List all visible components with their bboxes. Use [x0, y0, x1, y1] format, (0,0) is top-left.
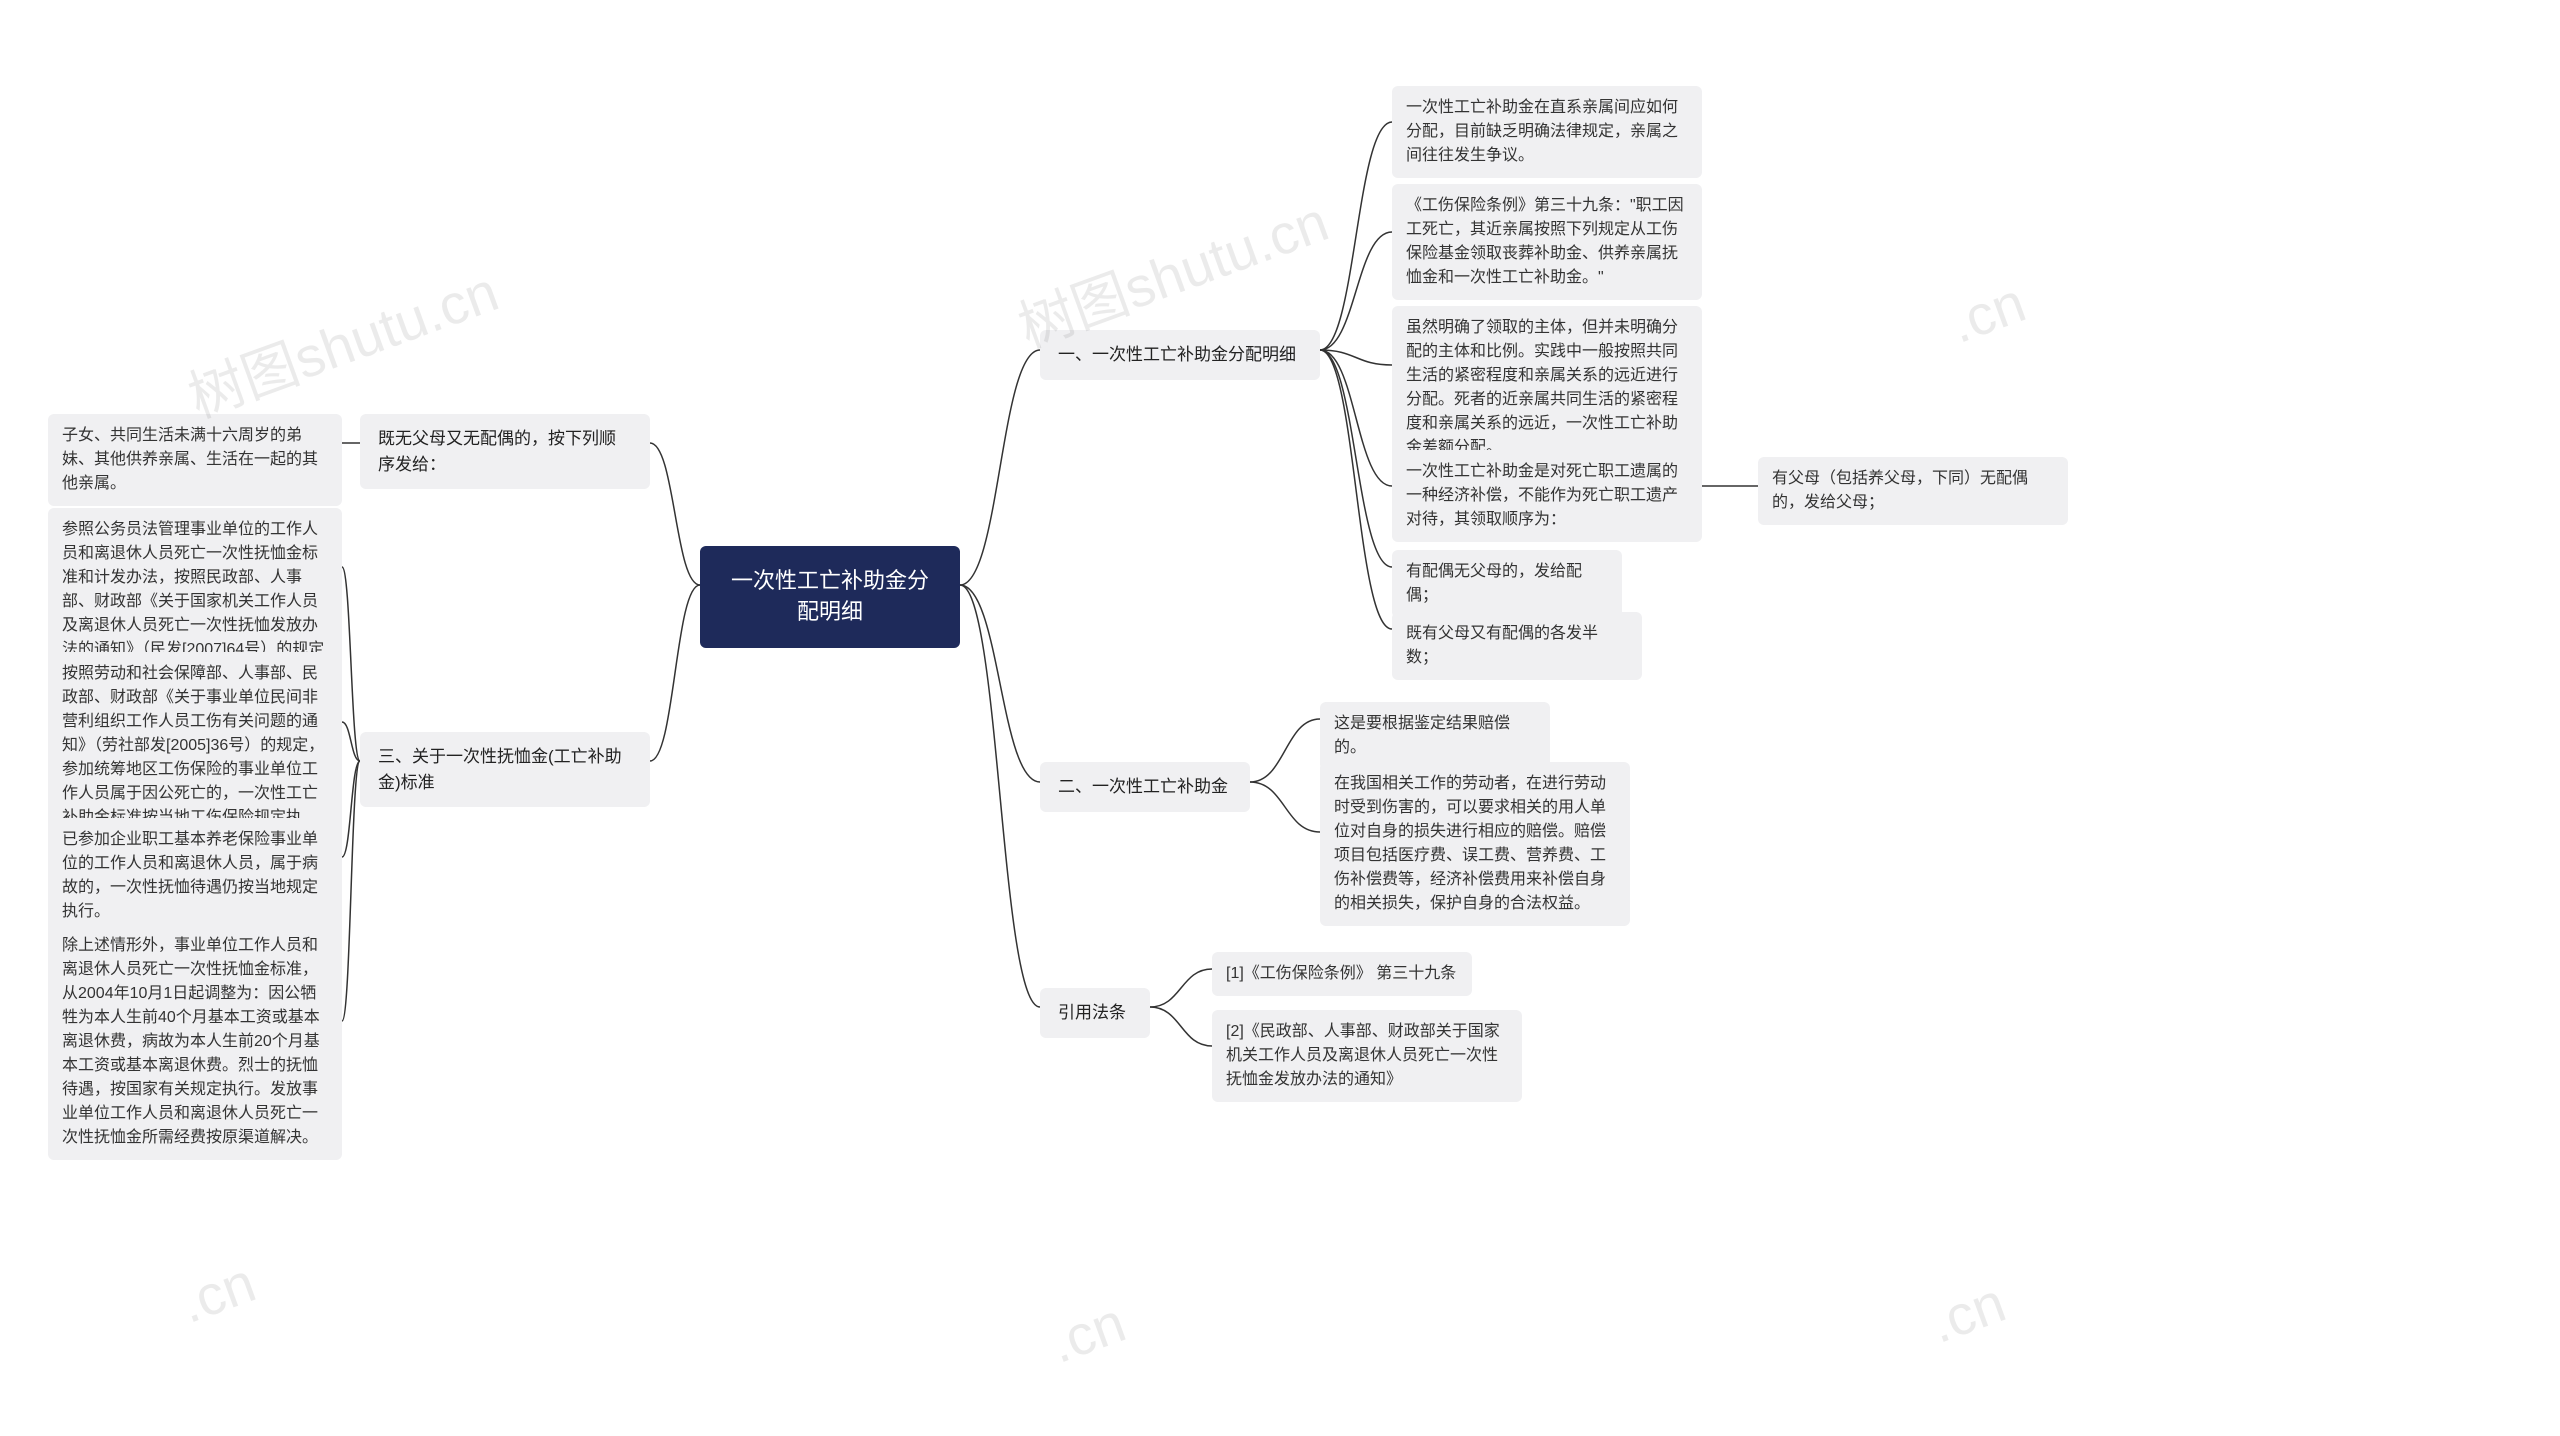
watermark: .cn [171, 1249, 263, 1336]
watermark: 树图shutu.cn [176, 247, 508, 434]
branch-2-child-1[interactable]: 这是要根据鉴定结果赔偿的。 [1320, 702, 1550, 770]
root-node[interactable]: 一次性工亡补助金分配明细 [700, 546, 960, 648]
connectors [0, 0, 2560, 1436]
branch-1-child-4[interactable]: 一次性工亡补助金是对死亡职工遗属的一种经济补偿，不能作为死亡职工遗产对待，其领取… [1392, 450, 1702, 542]
branch-3-child-1[interactable]: [1]《工伤保险条例》 第三十九条 [1212, 952, 1472, 996]
branch-2[interactable]: 二、一次性工亡补助金 [1040, 762, 1250, 812]
watermark: .cn [1921, 1269, 2013, 1356]
left-branch-1-child-1[interactable]: 子女、共同生活未满十六周岁的弟妹、其他供养亲属、生活在一起的其他亲属。 [48, 414, 342, 506]
branch-1-child-6[interactable]: 既有父母又有配偶的各发半数； [1392, 612, 1642, 680]
left-branch-2-child-3[interactable]: 已参加企业职工基本养老保险事业单位的工作人员和离退休人员，属于病故的，一次性抚恤… [48, 818, 342, 934]
branch-3-child-2[interactable]: [2]《民政部、人事部、财政部关于国家机关工作人员及离退休人员死亡一次性抚恤金发… [1212, 1010, 1522, 1102]
branch-2-child-2[interactable]: 在我国相关工作的劳动者，在进行劳动时受到伤害的，可以要求相关的用人单位对自身的损… [1320, 762, 1630, 926]
branch-1-child-3[interactable]: 虽然明确了领取的主体，但并未明确分配的主体和比例。实践中一般按照共同生活的紧密程… [1392, 306, 1702, 470]
watermark: .cn [1041, 1289, 1133, 1376]
branch-3[interactable]: 引用法条 [1040, 988, 1150, 1038]
branch-1-child-2[interactable]: 《工伤保险条例》第三十九条："职工因工死亡，其近亲属按照下列规定从工伤保险基金领… [1392, 184, 1702, 300]
branch-1-child-5[interactable]: 有配偶无父母的，发给配偶； [1392, 550, 1622, 618]
branch-1[interactable]: 一、一次性工亡补助金分配明细 [1040, 330, 1320, 380]
branch-1-child-1[interactable]: 一次性工亡补助金在直系亲属间应如何分配，目前缺乏明确法律规定，亲属之间往往发生争… [1392, 86, 1702, 178]
left-branch-2[interactable]: 三、关于一次性抚恤金(工亡补助金)标准 [360, 732, 650, 807]
branch-1-child-4-sub-1[interactable]: 有父母（包括养父母，下同）无配偶的，发给父母； [1758, 457, 2068, 525]
watermark: .cn [1941, 269, 2033, 356]
left-branch-2-child-4[interactable]: 除上述情形外，事业单位工作人员和离退休人员死亡一次性抚恤金标准，从2004年10… [48, 924, 342, 1160]
left-branch-1[interactable]: 既无父母又无配偶的，按下列顺序发给： [360, 414, 650, 489]
